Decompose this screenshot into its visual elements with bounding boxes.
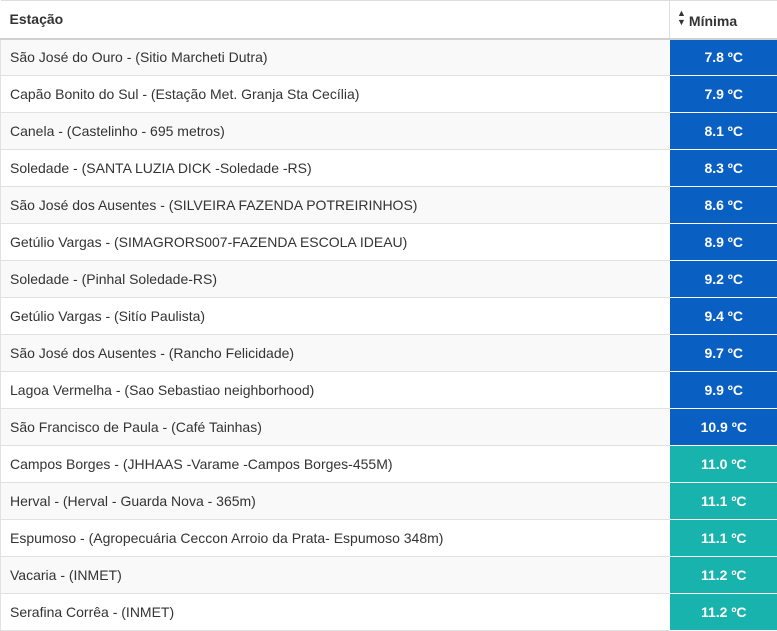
table-row: Soledade - (SANTA LUZIA DICK -Soledade -… xyxy=(0,149,777,187)
minimum-temperature-cell: 11.2 ºC xyxy=(669,593,777,631)
minimum-temperature-cell: 9.9 ºC xyxy=(669,371,777,409)
station-column-header[interactable]: Estação xyxy=(0,0,670,40)
station-name-cell: Campos Borges - (JHHAAS -Varame -Campos … xyxy=(0,445,670,483)
minimum-header-label: Mínima xyxy=(688,13,738,30)
station-name-cell: Lagoa Vermelha - (Sao Sebastiao neighbor… xyxy=(0,371,670,409)
station-name-cell: São José dos Ausentes - (Rancho Felicida… xyxy=(0,334,670,372)
minimum-temperature-cell: 8.6 ºC xyxy=(669,186,777,224)
station-name-cell: São José dos Ausentes - (SILVEIRA FAZEND… xyxy=(0,186,670,224)
table-row: Canela - (Castelinho - 695 metros) 8.1 ºC xyxy=(0,112,777,150)
station-name-cell: Canela - (Castelinho - 695 metros) xyxy=(0,112,670,150)
station-name-cell: Soledade - (SANTA LUZIA DICK -Soledade -… xyxy=(0,149,670,187)
minimum-temperature-cell: 9.2 ºC xyxy=(669,260,777,298)
station-name-cell: Herval - (Herval - Guarda Nova - 365m) xyxy=(0,482,670,520)
station-name-cell: São Francisco de Paula - (Café Tainhas) xyxy=(0,408,670,446)
table-row: São Francisco de Paula - (Café Tainhas) 1… xyxy=(0,408,777,446)
table-row: Lagoa Vermelha - (Sao Sebastiao neighbor… xyxy=(0,371,777,409)
table-row: Soledade - (Pinhal Soledade-RS) 9.2 ºC xyxy=(0,260,777,298)
station-name-cell: Vacaria - (INMET) xyxy=(0,556,670,594)
minimum-temperature-cell: 9.4 ºC xyxy=(669,297,777,335)
table-row: Vacaria - (INMET) 11.2 ºC xyxy=(0,556,777,594)
table-row: Serafina Corrêa - (INMET) 11.2 ºC xyxy=(0,593,777,631)
minimum-temperature-cell: 11.1 ºC xyxy=(669,519,777,557)
table-row: Getúlio Vargas - (SIMAGRORS007-FAZENDA E… xyxy=(0,223,777,261)
minimum-temperature-cell: 9.7 ºC xyxy=(669,334,777,372)
station-name-cell: Getúlio Vargas - (Sitío Paulista) xyxy=(0,297,670,335)
table-row: São José dos Ausentes - (Rancho Felicida… xyxy=(0,334,777,372)
table-row: Getúlio Vargas - (Sitío Paulista) 9.4 ºC xyxy=(0,297,777,335)
minimum-temperature-cell: 8.3 ºC xyxy=(669,149,777,187)
minimum-temperature-cell: 11.0 ºC xyxy=(669,445,777,483)
minimum-temperature-cell: 8.1 ºC xyxy=(669,112,777,150)
station-name-cell: São José do Ouro - (Sitio Marcheti Dutra… xyxy=(0,38,670,76)
header-row: Estação ▲ ▼ Mínima xyxy=(0,0,777,40)
minimum-temperature-cell: 7.9 ºC xyxy=(669,75,777,113)
station-name-cell: Serafina Corrêa - (INMET) xyxy=(0,593,670,631)
station-name-cell: Soledade - (Pinhal Soledade-RS) xyxy=(0,260,670,298)
table-row: São José do Ouro - (Sitio Marcheti Dutra… xyxy=(0,38,777,76)
table-row: Campos Borges - (JHHAAS -Varame -Campos … xyxy=(0,445,777,483)
table-header: Estação ▲ ▼ Mínima xyxy=(0,0,777,40)
station-name-cell: Capão Bonito do Sul - (Estação Met. Gran… xyxy=(0,75,670,113)
table-row: Espumoso - (Agropecuária Ceccon Arroio d… xyxy=(0,519,777,557)
table-body: São José do Ouro - (Sitio Marcheti Dutra… xyxy=(0,38,777,631)
minimum-temperature-cell: 8.9 ºC xyxy=(669,223,777,261)
minimum-temperature-cell: 10.9 ºC xyxy=(669,408,777,446)
table-row: Herval - (Herval - Guarda Nova - 365m) 11… xyxy=(0,482,777,520)
table-row: São José dos Ausentes - (SILVEIRA FAZEND… xyxy=(0,186,777,224)
station-name-cell: Espumoso - (Agropecuária Ceccon Arroio d… xyxy=(0,519,670,557)
station-header-label: Estação xyxy=(9,11,64,28)
minimum-column-header[interactable]: ▲ ▼ Mínima xyxy=(669,0,777,40)
minimum-temperature-cell: 11.2 ºC xyxy=(669,556,777,594)
sort-icon[interactable]: ▲ ▼ xyxy=(677,8,686,28)
table-row: Capão Bonito do Sul - (Estação Met. Gran… xyxy=(0,75,777,113)
minimum-temperature-cell: 7.8 ºC xyxy=(669,38,777,76)
minimum-temperature-cell: 11.1 ºC xyxy=(669,482,777,520)
station-name-cell: Getúlio Vargas - (SIMAGRORS007-FAZENDA E… xyxy=(0,223,670,261)
